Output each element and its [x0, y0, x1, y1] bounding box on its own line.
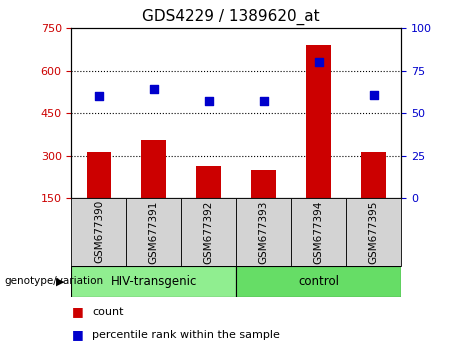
Bar — [87, 152, 111, 198]
Point — [150, 87, 158, 92]
Bar — [306, 45, 331, 198]
Point — [370, 92, 377, 97]
Text: percentile rank within the sample: percentile rank within the sample — [92, 330, 280, 339]
Text: GSM677391: GSM677391 — [149, 200, 159, 264]
Text: ■: ■ — [71, 328, 83, 341]
FancyBboxPatch shape — [126, 198, 181, 266]
Point — [260, 98, 267, 104]
FancyBboxPatch shape — [236, 198, 291, 266]
Text: HIV-transgenic: HIV-transgenic — [111, 275, 197, 288]
Point — [95, 93, 103, 99]
Text: GSM677392: GSM677392 — [204, 200, 214, 264]
Text: GSM677393: GSM677393 — [259, 200, 269, 264]
FancyBboxPatch shape — [291, 198, 346, 266]
Point — [205, 98, 213, 104]
Text: ▶: ▶ — [56, 276, 64, 286]
Text: genotype/variation: genotype/variation — [5, 276, 104, 286]
FancyBboxPatch shape — [236, 266, 401, 297]
Bar — [251, 170, 276, 198]
Text: GSM677395: GSM677395 — [369, 200, 378, 264]
Text: count: count — [92, 307, 124, 316]
Text: GSM677394: GSM677394 — [313, 200, 324, 264]
Point — [315, 59, 322, 65]
Text: control: control — [298, 275, 339, 288]
Bar — [361, 152, 386, 198]
Bar — [142, 140, 166, 198]
FancyBboxPatch shape — [71, 198, 126, 266]
Bar — [196, 166, 221, 198]
FancyBboxPatch shape — [181, 198, 236, 266]
Text: GDS4229 / 1389620_at: GDS4229 / 1389620_at — [142, 9, 319, 25]
FancyBboxPatch shape — [346, 198, 401, 266]
Text: GSM677390: GSM677390 — [94, 200, 104, 263]
FancyBboxPatch shape — [71, 266, 236, 297]
Text: ■: ■ — [71, 305, 83, 318]
